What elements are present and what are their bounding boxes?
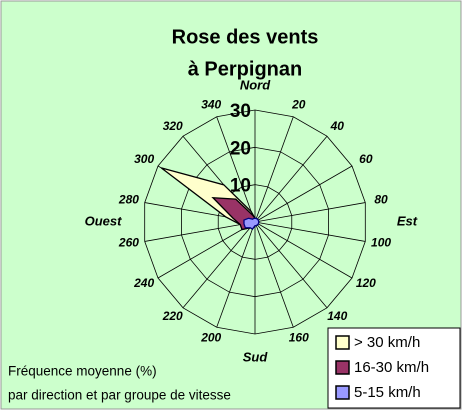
spoke bbox=[254, 221, 366, 242]
spoke bbox=[254, 221, 294, 328]
angle-label: 200 bbox=[200, 331, 221, 345]
angle-label: 140 bbox=[327, 309, 347, 323]
angle-label: 20 bbox=[291, 98, 306, 112]
angle-label: 40 bbox=[330, 119, 345, 133]
cardinal-label: Est bbox=[397, 213, 418, 228]
legend-swatch bbox=[335, 335, 350, 350]
spoke bbox=[216, 221, 256, 328]
spoke bbox=[144, 221, 256, 242]
cardinal-label: Nord bbox=[240, 77, 271, 92]
angle-label: 160 bbox=[289, 331, 309, 345]
angle-label: 240 bbox=[133, 276, 154, 290]
legend bbox=[327, 327, 461, 409]
angle-label: 60 bbox=[359, 152, 373, 166]
r-tick-label: 10 bbox=[230, 176, 251, 197]
angle-label: 300 bbox=[134, 152, 154, 166]
cardinal-label: Sud bbox=[243, 349, 269, 364]
spoke bbox=[254, 165, 353, 223]
legend-label: 16-30 km/h bbox=[354, 359, 429, 376]
angle-label: 320 bbox=[163, 119, 183, 133]
legend-label: > 30 km/h bbox=[354, 334, 420, 351]
spoke bbox=[182, 221, 256, 309]
spoke bbox=[254, 116, 294, 223]
note: Fréquence moyenne (%) bbox=[8, 364, 157, 379]
spoke bbox=[254, 221, 353, 279]
spoke bbox=[216, 116, 256, 223]
angle-label: 220 bbox=[162, 309, 183, 323]
legend-swatch bbox=[335, 360, 350, 375]
series-area bbox=[243, 217, 260, 230]
note: par direction et par groupe de vitesse bbox=[8, 388, 231, 403]
legend-label: 5-15 km/h bbox=[354, 384, 421, 401]
r-tick-label: 30 bbox=[230, 101, 251, 122]
spoke bbox=[157, 221, 256, 279]
angle-label: 100 bbox=[371, 236, 391, 250]
angle-label: 260 bbox=[118, 236, 139, 250]
spoke bbox=[254, 135, 328, 223]
r-tick-label: 20 bbox=[230, 138, 251, 159]
angle-label: 280 bbox=[118, 193, 139, 207]
angle-label: 120 bbox=[356, 276, 376, 290]
angle-label: 340 bbox=[201, 98, 221, 112]
cardinal-label: Ouest bbox=[85, 213, 123, 228]
angle-label: 80 bbox=[374, 193, 388, 207]
legend-swatch bbox=[335, 385, 350, 400]
spoke bbox=[254, 221, 328, 309]
chart-title: Rose des vents bbox=[172, 26, 319, 48]
spoke bbox=[254, 202, 366, 223]
chart-subtitle: à Perpignan bbox=[188, 58, 302, 80]
